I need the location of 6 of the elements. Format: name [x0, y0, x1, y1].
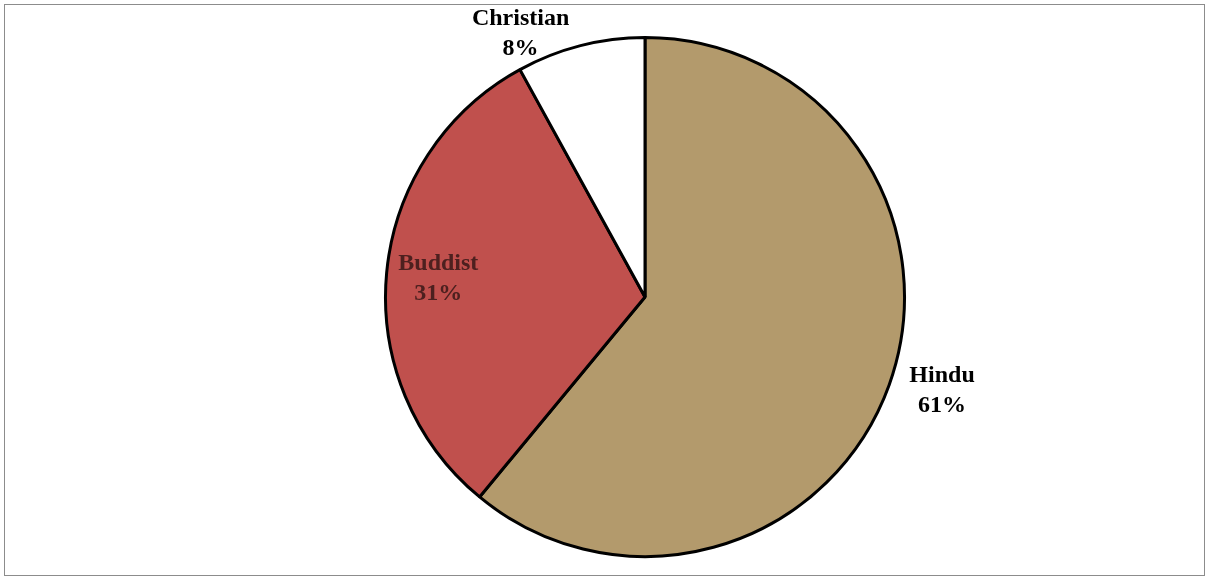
data-label: 61% — [918, 390, 967, 417]
slice-label: Christian — [471, 4, 570, 31]
data-label: 31% — [414, 278, 463, 305]
slice-label: Hindu — [909, 360, 975, 387]
data-label: 8% — [502, 34, 539, 61]
slice-label: Buddist — [398, 248, 479, 275]
